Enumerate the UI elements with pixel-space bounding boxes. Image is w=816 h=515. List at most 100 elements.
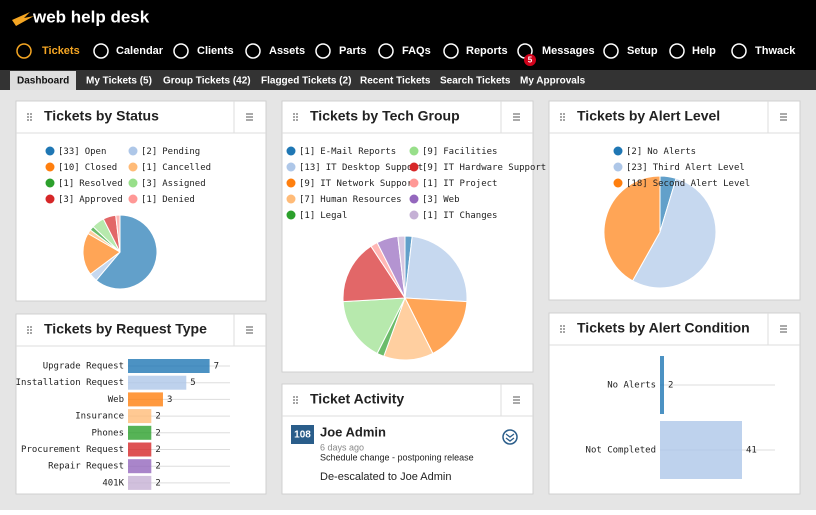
tab[interactable]: Recent Tickets [360,76,431,87]
nav-item[interactable]: Setup [603,43,658,59]
pie-slice [631,177,717,289]
legend-value: [23] [626,163,648,173]
legend-label: [1] IT Project [422,179,497,189]
bar [660,356,664,414]
nav-label[interactable]: Reports [466,45,508,57]
legend-swatch [286,178,296,188]
nav-item[interactable]: Reports [443,43,508,59]
legend-item[interactable]: [9] IT Network Support [286,178,418,189]
nav-item[interactable]: Parts [315,43,367,59]
legend-swatch [45,194,55,204]
legend-item[interactable]: [9] Facilities [409,146,498,157]
legend-item[interactable]: [9] IT Hardware Support [409,162,547,173]
legend-swatch [45,178,55,188]
legend-name: IT Hardware Support [443,163,546,173]
logo[interactable]: web help desk [12,7,150,26]
logo-icon [12,12,34,26]
legend-item[interactable]: [23] Third Alert Level [613,162,745,173]
legend-value: [1] [299,147,315,157]
nav-icon [173,43,189,59]
legend-label: [1] Denied [141,195,195,205]
nav-item[interactable]: Thwack [731,43,796,59]
drag-handle [27,119,29,121]
legend-item[interactable]: [1] IT Project [409,178,498,189]
nav-label[interactable]: Assets [269,45,305,57]
nav-item[interactable]: Help [669,43,716,59]
drag-handle [296,396,298,398]
legend-label: [13] IT Desktop Support [299,163,423,173]
drag-handle [560,119,562,121]
active-tab [10,71,76,90]
legend-value: [9] [422,163,438,173]
legend-item[interactable]: [3] Approved [45,194,123,205]
legend-item[interactable]: [2] Pending [128,146,201,157]
nav-item[interactable]: Assets [245,43,305,59]
chart: [2] No Alerts [23] Third Alert Level [18] Sec… [603,146,751,289]
legend-name: Denied [162,195,195,205]
nav-item[interactable]: Tickets [16,43,80,59]
legend-item[interactable]: [1] Legal [286,210,348,221]
legend-label: [23] Third Alert Level [626,163,745,173]
legend-item[interactable]: [1] IT Changes [409,210,498,221]
nav-label[interactable]: Parts [339,45,367,57]
nav-label[interactable]: Thwack [755,45,796,57]
legend-value: [3] [141,179,157,189]
legend-item[interactable]: [13] IT Desktop Support [286,162,424,173]
nav-label[interactable]: FAQs [402,45,431,57]
ticket-badge[interactable] [291,425,314,444]
legend-item[interactable]: [10] Closed [45,162,118,173]
legend-item[interactable]: [7] Human Resources [286,194,402,205]
legend-label: [1] Resolved [58,179,123,189]
expand-button[interactable] [502,429,518,445]
tab[interactable]: Search Tickets [440,76,511,87]
nav-label[interactable]: Setup [627,45,658,57]
pie-slice [95,214,158,290]
nav-item[interactable]: Calendar [93,43,164,59]
legend-item[interactable]: [33] Open [45,146,107,157]
legend-name: Legal [320,211,347,221]
legend-name: No Alerts [647,147,696,157]
tab[interactable]: Group Tickets (42) [163,76,251,87]
legend-value: [1] [422,179,438,189]
legend-item[interactable]: [3] Web [409,194,460,205]
legend-name: Third Alert Level [653,163,745,173]
legend-name: Resolved [79,179,122,189]
tab[interactable]: My Tickets (5) [86,76,152,87]
tab[interactable]: My Approvals [520,76,586,87]
nav-item[interactable]: FAQs [378,43,431,59]
category-label: Web [108,395,124,405]
legend-value: [9] [299,179,315,189]
legend-value: [18] [626,179,648,189]
widget-title: Tickets by Status [44,108,159,124]
nav-label[interactable]: Messages [542,45,595,57]
legend-item[interactable]: [1] Resolved [45,178,123,189]
legend-item[interactable]: [2] No Alerts [613,146,697,157]
bar-value-label: 2 [155,445,160,455]
bar [128,475,152,490]
legend-label: [9] Facilities [422,147,497,157]
widget-title: Tickets by Alert Condition [577,320,750,336]
tab[interactable]: Flagged Tickets (2) [261,76,351,87]
nav-icon [378,43,394,59]
tab[interactable]: Dashboard [17,76,69,87]
drag-handle [27,332,29,334]
nav-label[interactable]: Calendar [116,45,164,57]
pie-slice [404,235,468,303]
nav-label[interactable]: Clients [197,45,234,57]
legend-item[interactable]: [1] Denied [128,194,195,205]
ticket-number[interactable]: 108 [294,430,311,441]
legend-item[interactable]: [3] Assigned [128,178,206,189]
drag-handle [563,325,565,327]
nav-item[interactable]: Clients [173,43,234,59]
nav-icon [669,43,685,59]
legend-item[interactable]: [18] Second Alert Level [613,178,751,189]
legend-name: Web [443,195,459,205]
nav-label[interactable]: Help [692,45,716,57]
legend-item[interactable]: [1] Cancelled [128,162,212,173]
legend-label: [18] Second Alert Level [626,179,750,189]
legend-item[interactable]: [1] E-Mail Reports [286,146,397,157]
tab-bar [0,70,816,90]
nav-label[interactable]: Tickets [42,45,80,57]
legend-swatch [128,162,138,172]
